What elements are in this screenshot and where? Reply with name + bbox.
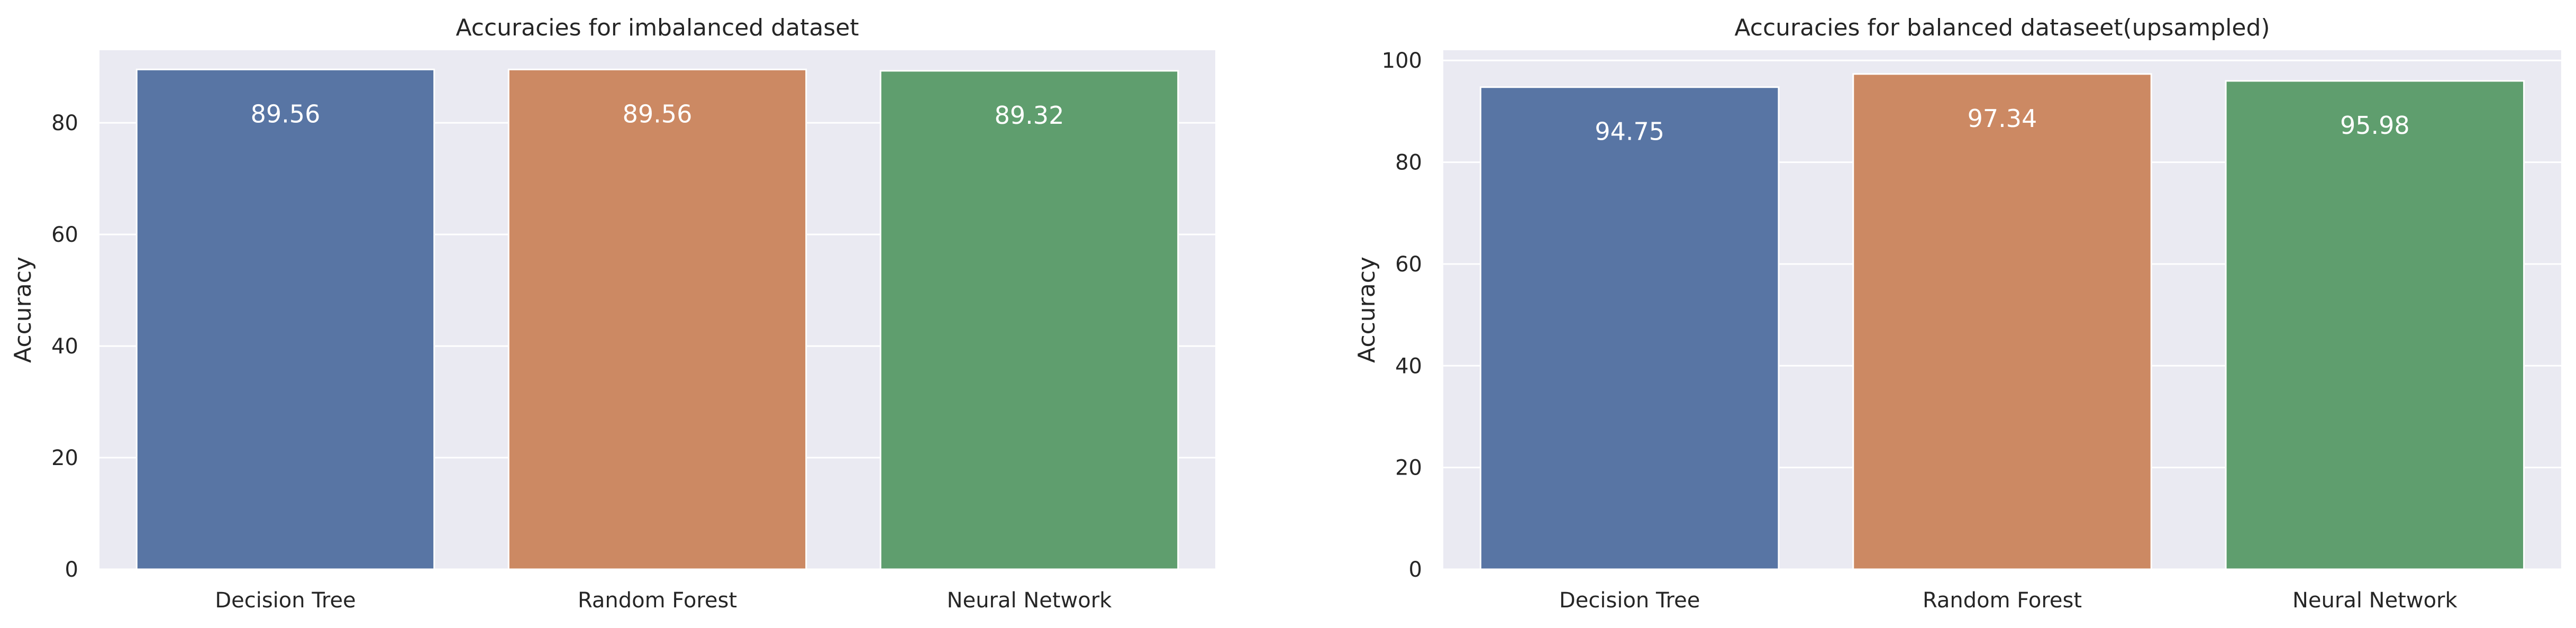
y-tick-label: 60	[51, 223, 78, 247]
y-tick-label: 0	[65, 558, 78, 582]
x-tick-label: Neural Network	[2292, 588, 2458, 613]
y-tick-label: 20	[1395, 456, 1422, 480]
y-tick-label: 100	[1382, 49, 1422, 73]
x-tick-label: Neural Network	[947, 588, 1113, 613]
x-tick-label: Decision Tree	[1559, 588, 1700, 613]
chart-title: Accuracies for imbalanced dataset	[456, 14, 859, 41]
y-tick-label: 80	[51, 111, 78, 135]
y-tick-label: 40	[1395, 354, 1422, 378]
y-axis-label: Accuracy	[1353, 257, 1380, 363]
bar	[1479, 86, 1780, 570]
bar-value-label: 89.32	[995, 101, 1064, 130]
x-tick-label: Random Forest	[1923, 588, 2082, 613]
bar-value-label: 95.98	[2340, 111, 2410, 140]
bar	[2225, 80, 2525, 570]
y-tick-label: 20	[51, 446, 78, 470]
bar-value-label: 89.56	[251, 99, 321, 128]
chart-title: Accuracies for balanced dataseet(upsampl…	[1734, 14, 2270, 41]
bar	[135, 68, 435, 570]
y-axis-label: Accuracy	[10, 257, 37, 363]
bar	[1852, 73, 2152, 570]
bar-value-label: 89.56	[623, 99, 693, 128]
x-tick-label: Random Forest	[578, 588, 737, 613]
y-tick-label: 80	[1395, 151, 1422, 175]
x-tick-label: Decision Tree	[215, 588, 356, 613]
bar	[507, 68, 807, 570]
bar-value-label: 97.34	[1968, 104, 2037, 133]
bar	[879, 70, 1179, 570]
chart-imbalanced: 0 20 40 60 80 89.56 Decision Tree 89.56 Random F…	[10, 14, 1215, 613]
bar-value-label: 94.75	[1595, 117, 1664, 146]
chart-balanced: 0 20 40 60 80 100 94.75 Decision Tree 97.34 Rando…	[1353, 14, 2561, 613]
y-tick-label: 40	[51, 334, 78, 359]
y-tick-label: 60	[1395, 252, 1422, 277]
y-tick-label: 0	[1409, 558, 1422, 582]
